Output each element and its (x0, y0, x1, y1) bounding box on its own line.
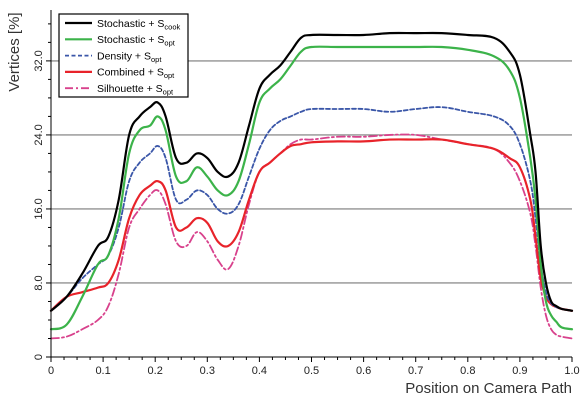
y-tick-label: 24.0 (33, 124, 45, 145)
series-lines (49, 31, 574, 340)
x-tick-label: 0.2 (148, 365, 163, 377)
legend-label-text: Silhouette + S (97, 83, 163, 95)
x-tick-label: 1.0 (564, 365, 579, 377)
legend-label-text: Combined + S (97, 67, 164, 79)
legend-label-text: Stochastic + S (97, 18, 164, 30)
x-tick-label: 0.3 (200, 365, 215, 377)
series-line-2 (50, 106, 573, 312)
series-line-1 (49, 45, 574, 331)
legend-label-subscript: cook (164, 22, 180, 31)
legend-label-text: Stochastic + S (97, 34, 164, 46)
x-axis-title: Position on Camera Path (405, 380, 572, 397)
legend-label-subscript: opt (151, 55, 162, 64)
y-tick-label: 32.0 (33, 50, 45, 71)
y-tick-label: 8.0 (33, 275, 45, 290)
legend-label-subscript: opt (163, 88, 174, 97)
x-tick-label: 0.7 (408, 365, 423, 377)
series-line-3 (49, 138, 574, 312)
y-axis-title: Vertices [%] (6, 12, 23, 91)
y-ticks: 0 8.0 16.0 24.0 32.0 (33, 23, 51, 360)
x-tick-label: 0.5 (304, 365, 319, 377)
x-tick-label: 0.4 (252, 365, 267, 377)
series-line-4 (50, 133, 573, 340)
y-tick-label: 16.0 (33, 198, 45, 219)
x-tick-label: 0 (48, 365, 54, 377)
legend-label-0: Stochastic + Scook (97, 18, 181, 32)
legend-label-4: Silhouette + Sopt (97, 83, 174, 97)
x-ticks: 0 0.1 0.2 0.3 0.4 0.5 0.6 0.7 0.8 0.9 1.0 (48, 357, 580, 377)
legend-label-subscript: opt (164, 39, 175, 48)
x-tick-label: 0.6 (356, 365, 371, 377)
legend-label-3: Combined + Sopt (97, 67, 175, 81)
legend-label-text: Density + S (97, 50, 151, 62)
legend-label-2: Density + Sopt (97, 50, 162, 64)
x-tick-label: 0.9 (512, 365, 527, 377)
legend-label-1: Stochastic + Sopt (97, 34, 176, 48)
y-tick-label: 0 (33, 354, 45, 360)
series-line-0 (49, 31, 574, 312)
x-tick-label: 0.1 (95, 365, 110, 377)
x-tick-label: 0.8 (460, 365, 475, 377)
legend-label-subscript: opt (164, 71, 175, 80)
